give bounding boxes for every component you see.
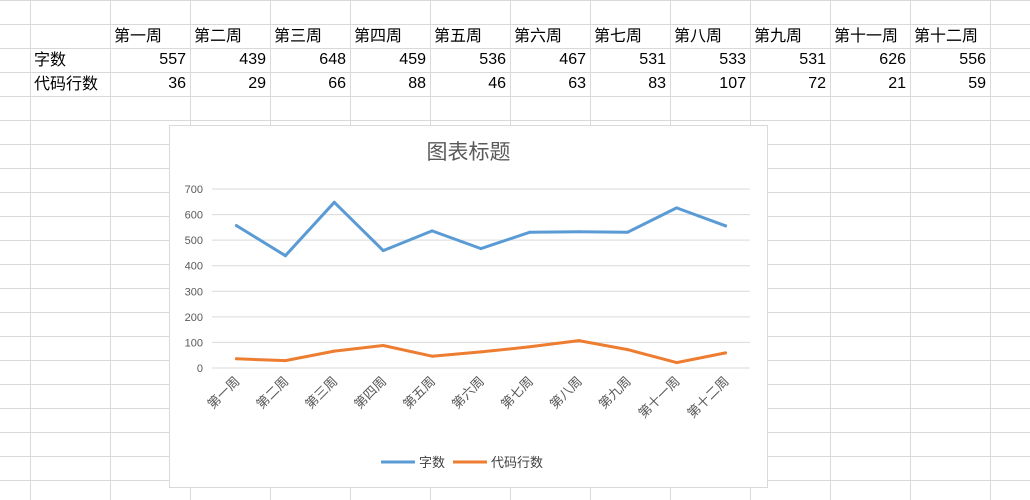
data-point bbox=[381, 343, 385, 347]
x-tick-label: 第五周 bbox=[401, 374, 439, 412]
x-tick-label: 第六周 bbox=[450, 374, 488, 412]
data-point bbox=[675, 206, 679, 210]
value-cell[interactable]: 536 bbox=[479, 51, 506, 68]
column-header-cell[interactable]: 第七周 bbox=[594, 26, 643, 45]
column-header-cell[interactable]: 第十一周 bbox=[834, 26, 899, 45]
column-header-cell[interactable]: 第四周 bbox=[354, 26, 403, 45]
data-point bbox=[528, 345, 532, 349]
column-header-cell[interactable]: 第六周 bbox=[514, 26, 563, 45]
value-cell[interactable]: 531 bbox=[799, 51, 826, 68]
x-tick-label: 第二周 bbox=[254, 374, 292, 412]
x-tick-label: 第九周 bbox=[596, 374, 634, 412]
data-point bbox=[724, 351, 728, 355]
line-chart[interactable]: 图表标题 0 100 200 300 400 500 600 700 第一周 第二周 第三周 第四周第… bbox=[169, 125, 768, 488]
y-tick-label: 700 bbox=[185, 184, 203, 196]
column-header-cell[interactable]: 第一周 bbox=[114, 26, 163, 45]
data-point bbox=[528, 230, 532, 234]
y-tick-label: 500 bbox=[185, 235, 203, 247]
x-tick-label: 第四周 bbox=[352, 374, 390, 412]
value-cell[interactable]: 557 bbox=[159, 51, 186, 68]
x-tick-label: 第十一周 bbox=[636, 374, 683, 421]
column-header-cell[interactable]: 第九周 bbox=[754, 26, 803, 45]
sheet-first-column bbox=[0, 0, 31, 500]
column-header-cell[interactable]: 第二周 bbox=[194, 26, 243, 45]
x-tick-label: 第八周 bbox=[547, 374, 585, 412]
value-cell[interactable]: 83 bbox=[648, 75, 666, 92]
x-tick-label: 第七周 bbox=[499, 374, 537, 412]
value-cell[interactable]: 459 bbox=[399, 51, 426, 68]
legend-label: 代码行数 bbox=[491, 456, 543, 471]
value-cell[interactable]: 72 bbox=[808, 75, 826, 92]
chart-title: 图表标题 bbox=[426, 140, 511, 164]
value-cell[interactable]: 21 bbox=[888, 75, 906, 92]
value-cell[interactable]: 648 bbox=[319, 51, 346, 68]
value-cell[interactable]: 439 bbox=[239, 51, 266, 68]
data-point bbox=[626, 230, 630, 234]
data-point bbox=[577, 339, 581, 343]
value-cell[interactable]: 63 bbox=[568, 75, 586, 92]
x-tick-label: 第三周 bbox=[303, 374, 341, 412]
y-tick-label: 100 bbox=[185, 337, 203, 349]
column-header-cell[interactable]: 第五周 bbox=[434, 26, 483, 45]
row-label-cell[interactable]: 字数 bbox=[34, 50, 67, 69]
x-tick-label: 第十二周 bbox=[685, 374, 732, 421]
value-cell[interactable]: 533 bbox=[719, 51, 746, 68]
value-cell[interactable]: 29 bbox=[248, 75, 266, 92]
value-cell[interactable]: 46 bbox=[488, 75, 506, 92]
data-point bbox=[234, 224, 238, 228]
data-point bbox=[675, 361, 679, 365]
value-cell[interactable]: 36 bbox=[168, 75, 186, 92]
value-cell[interactable]: 467 bbox=[559, 51, 586, 68]
data-point bbox=[381, 249, 385, 253]
data-point bbox=[626, 348, 630, 352]
column-header-cell[interactable]: 第十二周 bbox=[914, 26, 979, 45]
value-cell[interactable]: 59 bbox=[968, 75, 986, 92]
value-cell[interactable]: 88 bbox=[408, 75, 426, 92]
row-label-cell[interactable]: 代码行数 bbox=[34, 74, 99, 93]
data-point bbox=[332, 349, 336, 353]
value-cell[interactable]: 556 bbox=[959, 51, 986, 68]
data-point bbox=[430, 229, 434, 233]
y-tick-label: 300 bbox=[185, 286, 203, 298]
chart-canvas: 0 100 200 300 400 500 600 700 第一周 第二周 第三周 第四周 第五周 第六周… bbox=[185, 184, 750, 471]
data-point bbox=[479, 350, 483, 354]
value-cell[interactable]: 531 bbox=[639, 51, 666, 68]
data-point bbox=[430, 354, 434, 358]
data-point bbox=[577, 230, 581, 234]
y-tick-label: 0 bbox=[197, 363, 203, 375]
y-tick-label: 200 bbox=[185, 312, 203, 324]
y-tick-label: 600 bbox=[185, 210, 203, 222]
value-cell[interactable]: 66 bbox=[328, 75, 346, 92]
legend-label: 字数 bbox=[419, 456, 445, 471]
y-tick-label: 400 bbox=[185, 261, 203, 273]
value-cell[interactable]: 626 bbox=[879, 51, 906, 68]
column-header-cell[interactable]: 第八周 bbox=[674, 26, 723, 45]
data-point bbox=[283, 254, 287, 258]
data-point bbox=[724, 224, 728, 228]
data-point bbox=[332, 200, 336, 204]
column-header-cell[interactable]: 第三周 bbox=[274, 26, 323, 45]
data-point bbox=[479, 247, 483, 251]
data-point bbox=[234, 357, 238, 361]
value-cell[interactable]: 107 bbox=[719, 75, 746, 92]
x-tick-label: 第一周 bbox=[205, 374, 243, 412]
data-point bbox=[283, 359, 287, 363]
